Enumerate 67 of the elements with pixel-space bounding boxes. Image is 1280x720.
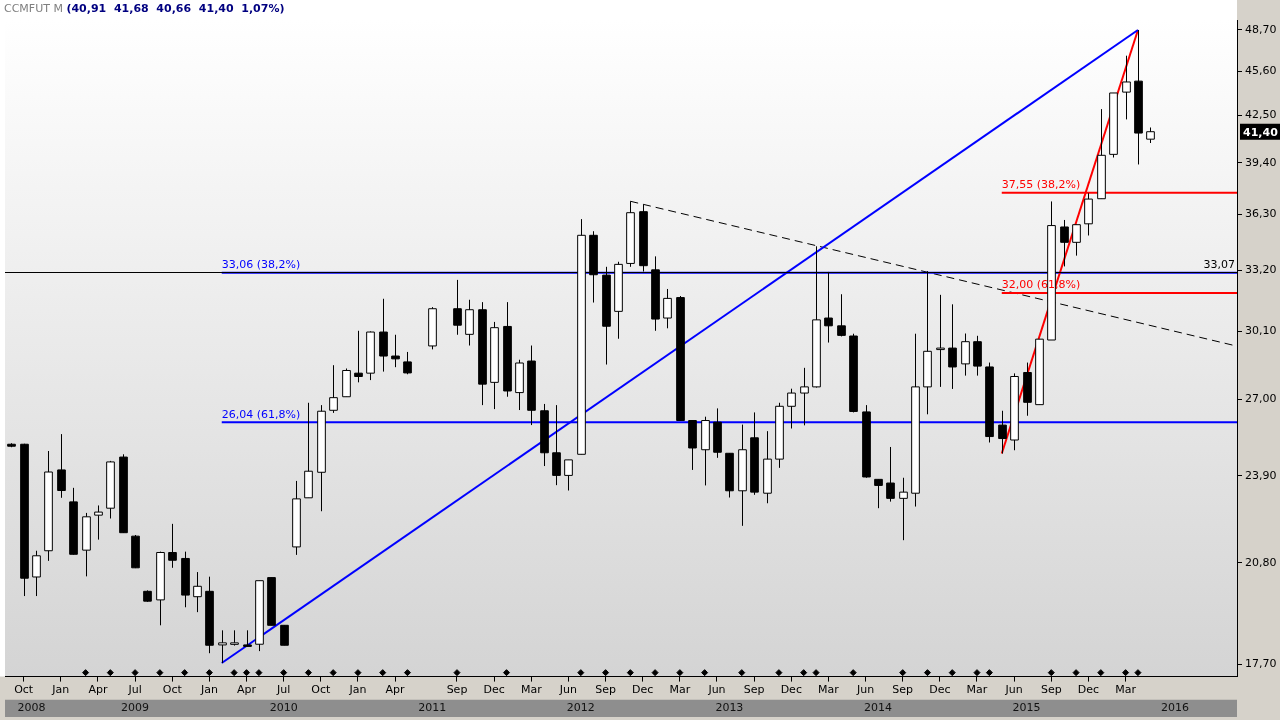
- x-tick-label: Dec: [483, 683, 505, 697]
- y-tick-label: 45,60: [1245, 64, 1277, 78]
- x-tick-label: Mar: [966, 683, 988, 697]
- x-tick-label: Dec: [1077, 683, 1100, 697]
- y-tick-label: 27,00: [1245, 392, 1277, 406]
- x2-tick-label: 2013: [715, 701, 744, 715]
- y-tick-label: 23,90: [1245, 468, 1277, 482]
- x-tick-label: Apr: [385, 683, 406, 697]
- x-tick-label: Jul: [127, 683, 142, 697]
- chart-title: CCMFUT M: [4, 2, 63, 15]
- x-tick-label: Mar: [520, 683, 543, 697]
- text: 41,40: [1243, 125, 1279, 139]
- x-tick-label: Sep: [743, 683, 765, 697]
- candlestick: [1072, 224, 1081, 257]
- y-tick-label: 33,20: [1245, 262, 1277, 276]
- x-tick-label: Jun: [855, 683, 875, 697]
- candlestick: [800, 367, 809, 426]
- x-tick-label: Mar: [818, 683, 840, 697]
- x-tick-label: Sep: [1040, 683, 1062, 697]
- y-tick-label: 30,10: [1245, 324, 1277, 338]
- annotation: 26,04 (61,8%): [221, 407, 301, 421]
- y-tick-label: 39,40: [1245, 155, 1277, 169]
- x2-tick-label: 2009: [121, 701, 150, 715]
- x-tick-label: Oct: [14, 683, 34, 697]
- candlestick: [552, 404, 561, 486]
- x-tick-label: Jun: [558, 683, 578, 697]
- x-tick-label: Jun: [707, 683, 726, 697]
- y-tick-label: 17,70: [1245, 656, 1277, 670]
- chart-subtitle: (40,91 41,68 40,66 41,40 1,07%): [66, 2, 285, 15]
- x-tick-label: Apr: [237, 683, 257, 697]
- x-tick-label: Dec: [632, 683, 654, 697]
- candlestick: [329, 364, 338, 414]
- x2-tick-label: 2012: [566, 701, 595, 715]
- x-tick-label: Oct: [162, 683, 183, 697]
- x-tick-label: Jul: [276, 683, 291, 697]
- candlestick: [564, 459, 573, 492]
- x2-tick-label: 2015: [1012, 701, 1041, 715]
- y-tick-label: 20,80: [1245, 555, 1277, 569]
- candlestick: [168, 523, 177, 569]
- x-tick-label: Mar: [1115, 683, 1137, 697]
- x2-tick-label: 2008: [17, 701, 46, 715]
- y-tick-label: 48,70: [1245, 22, 1277, 36]
- x-tick-label: Jan: [348, 683, 367, 697]
- x-tick-label: Jan: [199, 683, 218, 697]
- ref-line-label: 33,07: [1203, 257, 1235, 271]
- x-tick-label: Sep: [595, 683, 616, 697]
- annotation: 37,55 (38,2%): [1001, 178, 1081, 192]
- annotation: 33,06 (38,2%): [221, 258, 301, 272]
- x-tick-label: Sep: [446, 683, 468, 697]
- x-tick-label: Dec: [929, 683, 951, 697]
- x-tick-label: Jan: [51, 683, 70, 697]
- candlestick: [1122, 55, 1131, 120]
- candlestick: [837, 293, 846, 337]
- x2-tick-label: 2010: [269, 701, 298, 715]
- candlestick: [453, 279, 462, 336]
- x2-tick-label: 2014: [863, 701, 892, 715]
- x-tick-label: Sep: [892, 683, 914, 697]
- x-tick-label: Jun: [1004, 683, 1023, 697]
- y-tick-label: 36,30: [1245, 206, 1277, 220]
- candlestick: [57, 433, 66, 499]
- x-tick-label: Apr: [88, 683, 108, 697]
- x-tick-label: Oct: [311, 683, 331, 697]
- x-tick-label: Dec: [780, 683, 802, 697]
- x2-tick-label: 2016: [1161, 701, 1190, 715]
- y-tick-label: 42,50: [1245, 108, 1277, 122]
- x-tick-label: Mar: [669, 683, 691, 697]
- x2-tick-label: 2011: [418, 701, 447, 715]
